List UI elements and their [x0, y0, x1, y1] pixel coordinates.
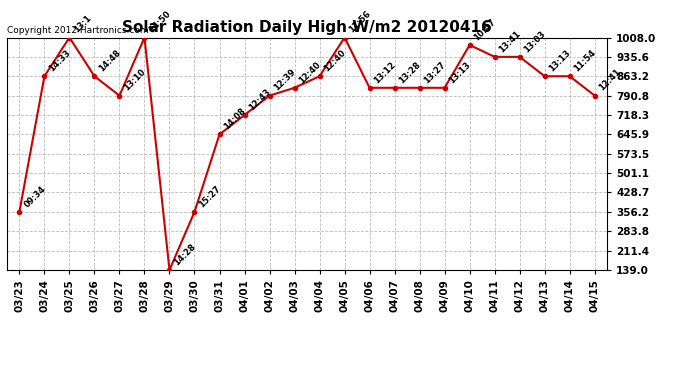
Text: 13:1: 13:1: [72, 13, 93, 35]
Text: 14:28: 14:28: [172, 242, 197, 267]
Text: 13:28: 13:28: [397, 60, 422, 85]
Text: 13:13: 13:13: [547, 48, 573, 74]
Text: 13:27: 13:27: [422, 60, 448, 85]
Text: 11:56: 11:56: [347, 9, 373, 35]
Text: 10:47: 10:47: [473, 17, 497, 42]
Text: 12:40: 12:40: [322, 48, 348, 74]
Text: 12:40: 12:40: [297, 60, 323, 85]
Text: 13:13: 13:13: [447, 60, 473, 85]
Text: 09:34: 09:34: [22, 184, 48, 209]
Text: 13:41: 13:41: [497, 29, 523, 54]
Text: Copyright 2012 Hartronics.com: Copyright 2012 Hartronics.com: [7, 26, 148, 35]
Text: 12:41: 12:41: [598, 68, 623, 93]
Text: 14:08: 14:08: [222, 106, 248, 132]
Text: 13:12: 13:12: [373, 60, 397, 85]
Text: 14:33: 14:33: [47, 48, 72, 74]
Text: 12:39: 12:39: [273, 68, 297, 93]
Text: 14:48: 14:48: [97, 48, 123, 74]
Title: Solar Radiation Daily High W/m2 20120416: Solar Radiation Daily High W/m2 20120416: [122, 20, 492, 35]
Text: 14:50: 14:50: [147, 9, 172, 35]
Text: 11:54: 11:54: [573, 48, 598, 74]
Text: 15:27: 15:27: [197, 184, 223, 209]
Text: 12:43: 12:43: [247, 87, 273, 112]
Text: 13:03: 13:03: [522, 29, 548, 54]
Text: 13:10: 13:10: [122, 68, 148, 93]
